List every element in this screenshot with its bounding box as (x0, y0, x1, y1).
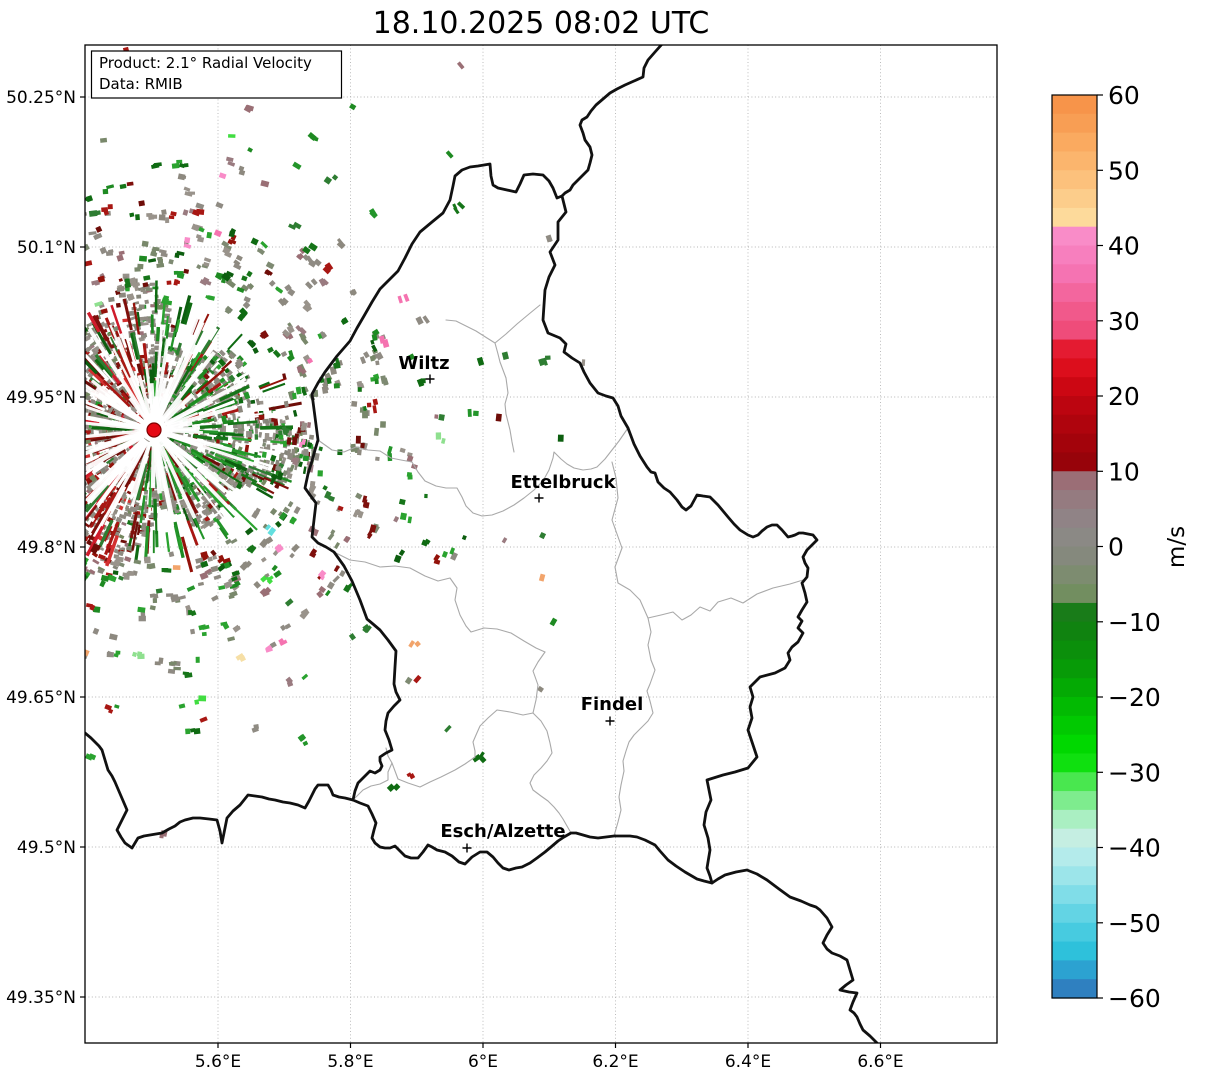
colorbar-tick-label: −50 (1108, 909, 1161, 938)
x-tick-label: 6.2°E (592, 1052, 638, 1072)
colorbar-tick-label: 50 (1108, 156, 1140, 185)
y-tick-label: 49.35°N (6, 988, 76, 1008)
data-source-label: Data: RMIB (99, 75, 183, 93)
product-info-box: Product: 2.1° Radial Velocity Data: RMIB (92, 51, 342, 98)
city-label: Esch/Alzette (440, 821, 565, 842)
x-tick-label: 5.8°E (327, 1052, 373, 1072)
colorbar-tick-label: −60 (1108, 984, 1161, 1013)
colorbar-tick-label: 40 (1108, 232, 1140, 261)
radar-site-dot (147, 423, 161, 437)
colorbar-tick-label: 10 (1108, 457, 1140, 486)
product-label: Product: 2.1° Radial Velocity (99, 54, 312, 72)
y-tick-label: 50.1°N (17, 238, 76, 258)
city-label: Findel (581, 694, 644, 715)
colorbar-tick-label: 0 (1108, 533, 1124, 562)
y-tick-label: 49.5°N (17, 838, 76, 858)
y-tick-label: 49.65°N (6, 688, 76, 708)
colorbar-unit-label: m/s (1164, 526, 1190, 568)
colorbar-tick-label: 30 (1108, 307, 1140, 336)
colorbar-tick-label: −30 (1108, 758, 1161, 787)
figure-title: 18.10.2025 08:02 UTC (373, 6, 710, 41)
city-label: Ettelbruck (510, 472, 616, 493)
y-tick-label: 49.8°N (17, 538, 76, 558)
x-tick-label: 6°E (468, 1052, 498, 1072)
colorbar-tick-label: −20 (1108, 683, 1161, 712)
x-tick-label: 6.4°E (725, 1052, 771, 1072)
colorbar-tick-label: −40 (1108, 834, 1161, 863)
colorbar-tick-label: −10 (1108, 608, 1161, 637)
x-tick-label: 5.6°E (195, 1052, 241, 1072)
colorbar-tick-label: 20 (1108, 382, 1140, 411)
city-label: Wiltz (398, 353, 449, 374)
y-tick-label: 50.25°N (6, 88, 76, 108)
y-tick-label: 49.95°N (6, 388, 76, 408)
x-tick-label: 6.6°E (857, 1052, 903, 1072)
colorbar-tick-label: 60 (1108, 81, 1140, 110)
